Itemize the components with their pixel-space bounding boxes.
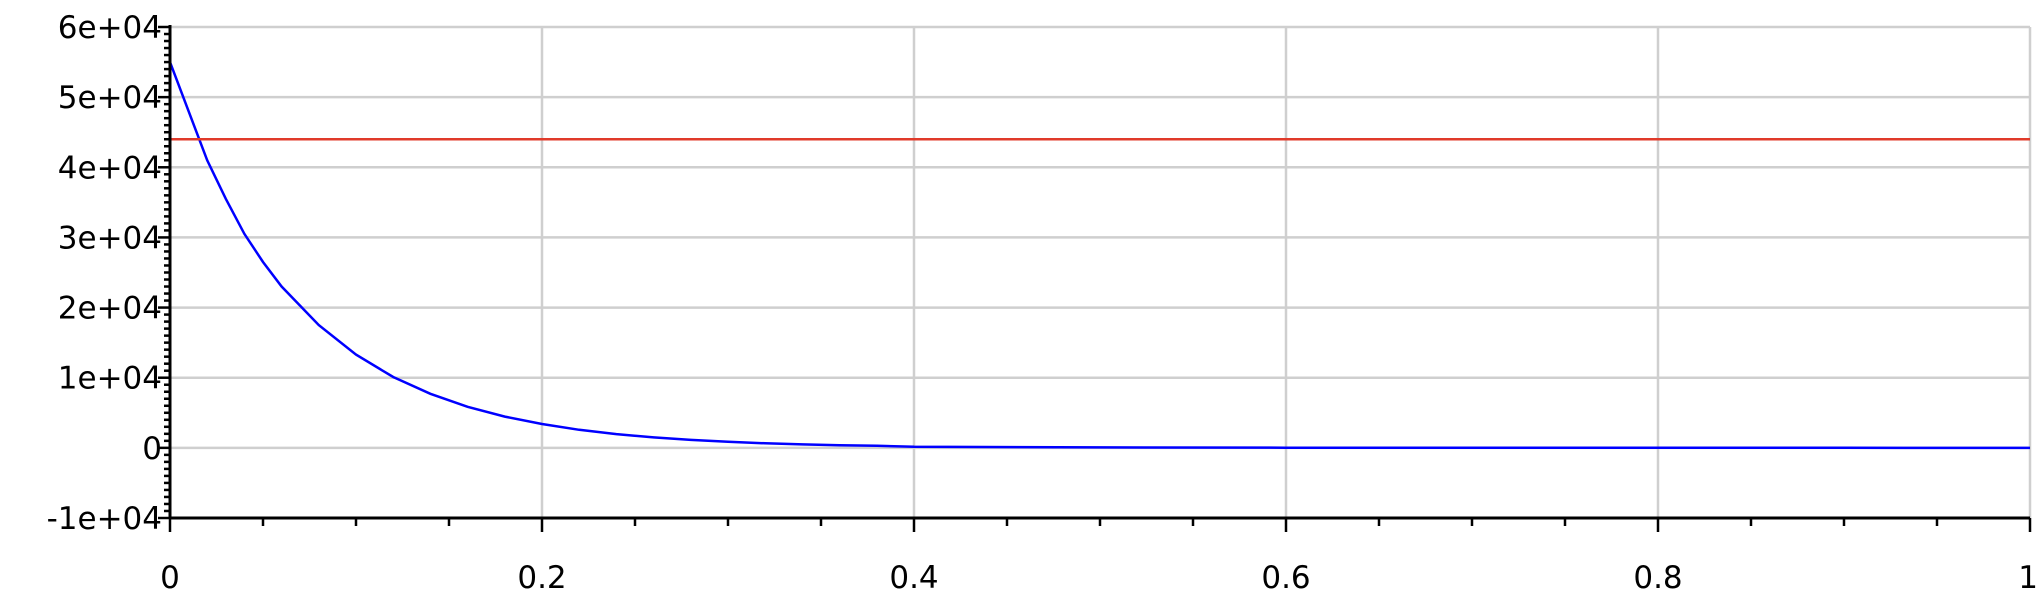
x-tick-label: 0.2 xyxy=(517,560,566,596)
axes xyxy=(158,25,2032,532)
x-tick-label: 0 xyxy=(160,560,180,596)
y-tick-label: 4e+04 xyxy=(58,150,162,186)
y-tick-label: 1e+04 xyxy=(58,361,162,397)
series-1-line xyxy=(168,61,2031,450)
y-tick-label: 5e+04 xyxy=(58,80,162,116)
x-tick-label: 1 xyxy=(2018,560,2038,596)
x-tick-label: 0.6 xyxy=(1261,560,1310,596)
x-tick-label: 0.4 xyxy=(889,560,938,596)
y-tick-label: 6e+04 xyxy=(58,10,162,46)
y-tick-label: 0 xyxy=(142,431,162,467)
y-tick-label: 2e+04 xyxy=(58,291,162,327)
x-tick-label: 0.8 xyxy=(1633,560,1682,596)
y-tick-label: -1e+04 xyxy=(47,501,162,537)
series-lines xyxy=(168,61,2031,450)
tick-labels: 6e+04 5e+04 4e+04 3e+04 2e+04 1e+04 0 -1e+04 0 0.… xyxy=(47,10,2038,596)
y-tick-label: 3e+04 xyxy=(58,220,162,256)
